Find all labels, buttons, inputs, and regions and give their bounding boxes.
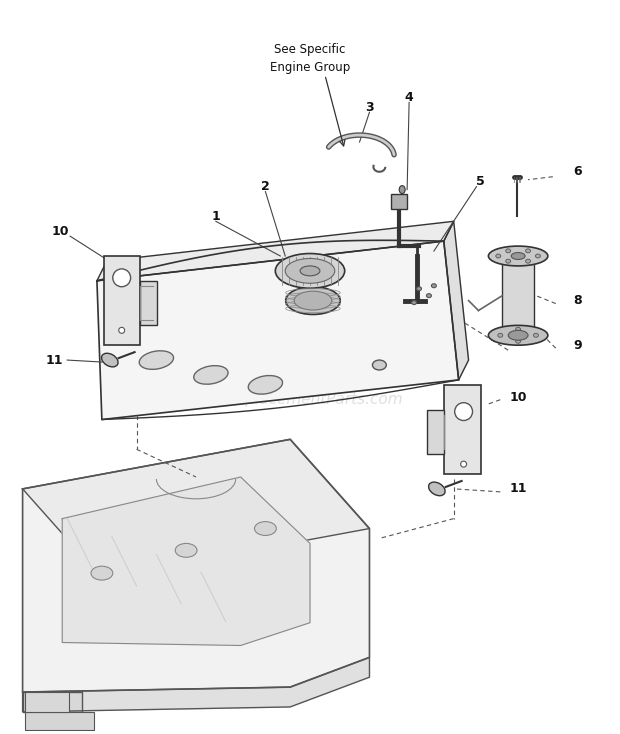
Bar (140, 281, 157, 325)
Ellipse shape (118, 327, 125, 333)
Ellipse shape (506, 249, 511, 252)
Polygon shape (97, 222, 454, 281)
Text: See Specific
Engine Group: See Specific Engine Group (270, 43, 350, 74)
Ellipse shape (506, 259, 511, 263)
Ellipse shape (193, 366, 228, 384)
Text: 3: 3 (365, 101, 374, 114)
Ellipse shape (526, 259, 531, 263)
Text: 5: 5 (476, 175, 485, 188)
Polygon shape (97, 241, 459, 420)
Bar (104, 256, 140, 345)
Text: 4: 4 (405, 91, 414, 104)
Ellipse shape (526, 249, 531, 252)
Ellipse shape (373, 360, 386, 370)
Ellipse shape (533, 333, 538, 337)
Ellipse shape (454, 403, 472, 421)
Ellipse shape (432, 284, 436, 288)
Bar (391, 194, 407, 209)
Bar (444, 385, 482, 474)
Ellipse shape (285, 258, 335, 283)
Bar (502, 256, 534, 335)
Polygon shape (22, 440, 370, 578)
Polygon shape (62, 477, 310, 645)
Ellipse shape (175, 543, 197, 557)
Ellipse shape (417, 287, 422, 291)
Polygon shape (444, 222, 469, 380)
Polygon shape (22, 692, 82, 712)
Ellipse shape (286, 287, 340, 314)
Ellipse shape (399, 186, 405, 194)
Ellipse shape (427, 294, 432, 297)
Ellipse shape (275, 253, 345, 288)
Ellipse shape (428, 482, 445, 495)
Ellipse shape (489, 325, 548, 345)
Ellipse shape (489, 246, 548, 266)
Ellipse shape (102, 353, 118, 367)
Polygon shape (22, 658, 370, 712)
Ellipse shape (91, 566, 113, 580)
Text: 1: 1 (211, 210, 220, 223)
Ellipse shape (536, 254, 541, 258)
Ellipse shape (412, 301, 417, 305)
Text: 11: 11 (510, 482, 527, 495)
Text: 6: 6 (574, 165, 582, 178)
Polygon shape (22, 440, 370, 692)
Text: 10: 10 (510, 391, 527, 404)
Ellipse shape (496, 254, 501, 258)
Ellipse shape (254, 522, 277, 536)
Ellipse shape (508, 330, 528, 341)
Ellipse shape (113, 269, 131, 287)
Text: eReplacementParts.com: eReplacementParts.com (216, 392, 404, 407)
Ellipse shape (294, 291, 332, 310)
Ellipse shape (498, 333, 503, 337)
Ellipse shape (511, 252, 525, 260)
Text: 8: 8 (574, 294, 582, 307)
Ellipse shape (461, 461, 467, 467)
Ellipse shape (516, 339, 521, 344)
Text: 9: 9 (574, 338, 582, 352)
Bar (25, 712, 94, 730)
Ellipse shape (140, 351, 174, 369)
Text: 10: 10 (51, 225, 69, 238)
Ellipse shape (300, 266, 320, 276)
Text: 11: 11 (45, 354, 63, 366)
Ellipse shape (516, 327, 521, 331)
Ellipse shape (248, 376, 283, 394)
Bar (25, 692, 69, 712)
Bar (427, 410, 444, 454)
Text: 2: 2 (261, 180, 270, 193)
